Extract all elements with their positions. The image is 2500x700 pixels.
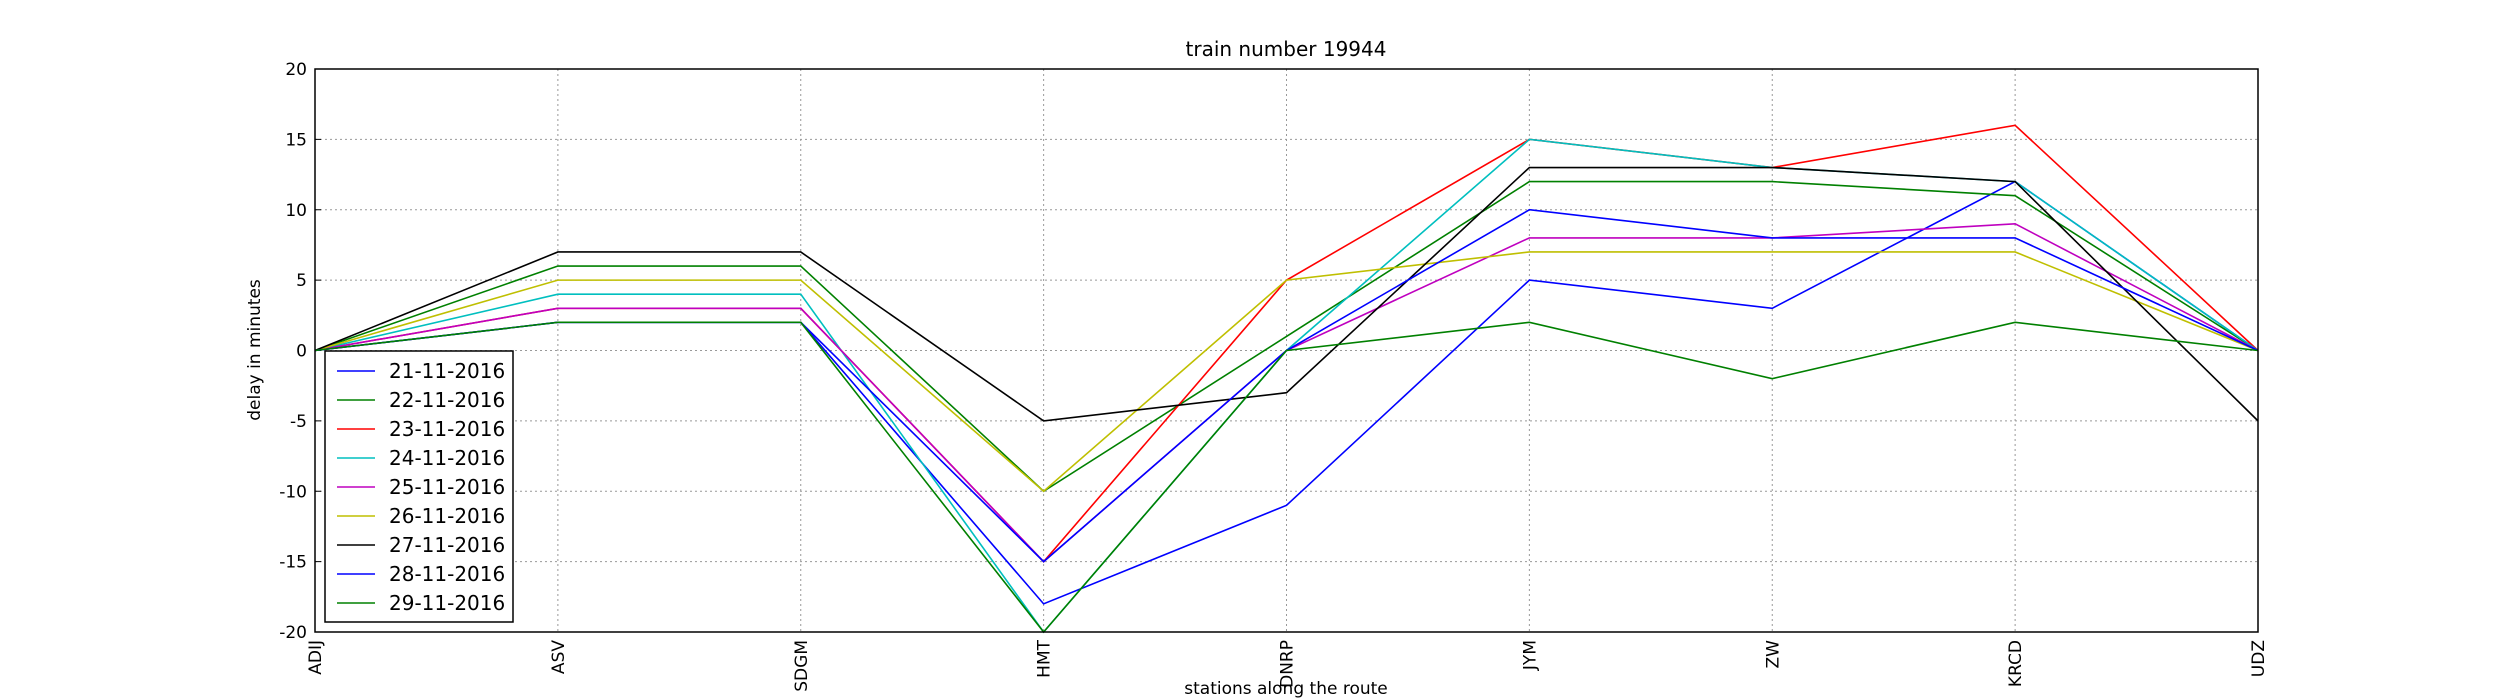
x-tick-label: ADIJ xyxy=(306,640,326,675)
legend-label: 23-11-2016 xyxy=(389,417,505,441)
plot-frame xyxy=(314,68,2259,633)
series-line xyxy=(314,166,2259,422)
x-tick-label: ZW xyxy=(1763,640,1783,669)
x-tick-label: SDGM xyxy=(792,640,812,692)
legend-label: 29-11-2016 xyxy=(389,591,505,615)
legend-label: 26-11-2016 xyxy=(389,504,505,528)
y-axis-label: delay in minutes xyxy=(245,279,265,421)
y-tick-label: 15 xyxy=(285,130,307,150)
legend-label: 28-11-2016 xyxy=(389,562,505,586)
y-tick-label: -15 xyxy=(279,553,307,573)
legend-label: 27-11-2016 xyxy=(389,533,505,557)
series-line xyxy=(314,251,2259,493)
y-tick-label: 0 xyxy=(296,342,307,362)
x-tick-label: HMT xyxy=(1035,639,1055,677)
x-axis-label: stations along the route xyxy=(1184,679,1388,699)
x-tick-label: JYM xyxy=(1520,640,1540,671)
y-tick-label: 10 xyxy=(285,201,307,221)
x-tick-label: UDZ xyxy=(2249,640,2269,677)
legend: 21-11-2016 22-11-2016 23-11-2016 24-11-2016… xyxy=(324,350,514,623)
series-line xyxy=(314,180,2259,493)
y-tick-label: 5 xyxy=(296,271,307,291)
chart-title: train number 19944 xyxy=(1186,37,1387,61)
x-tick-label: DNRP xyxy=(1278,640,1298,688)
x-tick-label: ASV xyxy=(549,640,569,674)
y-tick-label: -10 xyxy=(279,482,307,502)
legend-label: 21-11-2016 xyxy=(389,359,505,383)
legend-label: 22-11-2016 xyxy=(389,388,505,412)
y-tick-label: -20 xyxy=(279,623,307,643)
y-tick-label: 20 xyxy=(285,60,307,80)
series-line xyxy=(314,321,2259,634)
y-tick-label: -5 xyxy=(290,412,307,432)
legend-label: 25-11-2016 xyxy=(389,475,505,499)
legend-label: 24-11-2016 xyxy=(389,446,505,470)
x-tick-label: KRCD xyxy=(2006,640,2026,687)
